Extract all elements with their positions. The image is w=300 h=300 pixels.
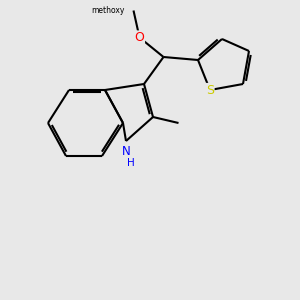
Text: methoxy: methoxy	[91, 6, 124, 15]
Text: N: N	[122, 145, 130, 158]
Text: H: H	[127, 158, 134, 169]
Text: S: S	[206, 83, 214, 97]
Text: O: O	[135, 31, 144, 44]
